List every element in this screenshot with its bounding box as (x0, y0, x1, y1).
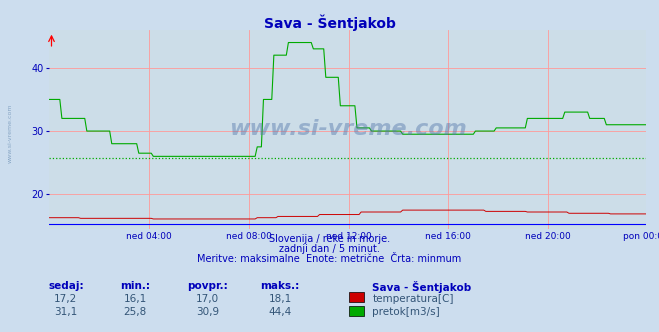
Text: temperatura[C]: temperatura[C] (372, 294, 454, 304)
Text: zadnji dan / 5 minut.: zadnji dan / 5 minut. (279, 244, 380, 254)
Text: 25,8: 25,8 (123, 307, 147, 317)
Text: Sava - Šentjakob: Sava - Šentjakob (264, 15, 395, 32)
Text: min.:: min.: (120, 281, 150, 290)
Text: Sava - Šentjakob: Sava - Šentjakob (372, 281, 472, 292)
Text: 31,1: 31,1 (54, 307, 78, 317)
Text: www.si-vreme.com: www.si-vreme.com (8, 103, 13, 163)
Text: 18,1: 18,1 (268, 294, 292, 304)
Text: povpr.:: povpr.: (187, 281, 228, 290)
Text: maks.:: maks.: (260, 281, 300, 290)
Text: www.si-vreme.com: www.si-vreme.com (229, 120, 467, 139)
Text: Slovenija / reke in morje.: Slovenija / reke in morje. (269, 234, 390, 244)
Text: pretok[m3/s]: pretok[m3/s] (372, 307, 440, 317)
Text: 16,1: 16,1 (123, 294, 147, 304)
Text: 17,2: 17,2 (54, 294, 78, 304)
Text: sedaj:: sedaj: (48, 281, 84, 290)
Text: 30,9: 30,9 (196, 307, 219, 317)
Text: Meritve: maksimalne  Enote: metrične  Črta: minmum: Meritve: maksimalne Enote: metrične Črta… (198, 254, 461, 264)
Text: 44,4: 44,4 (268, 307, 292, 317)
Text: 17,0: 17,0 (196, 294, 219, 304)
